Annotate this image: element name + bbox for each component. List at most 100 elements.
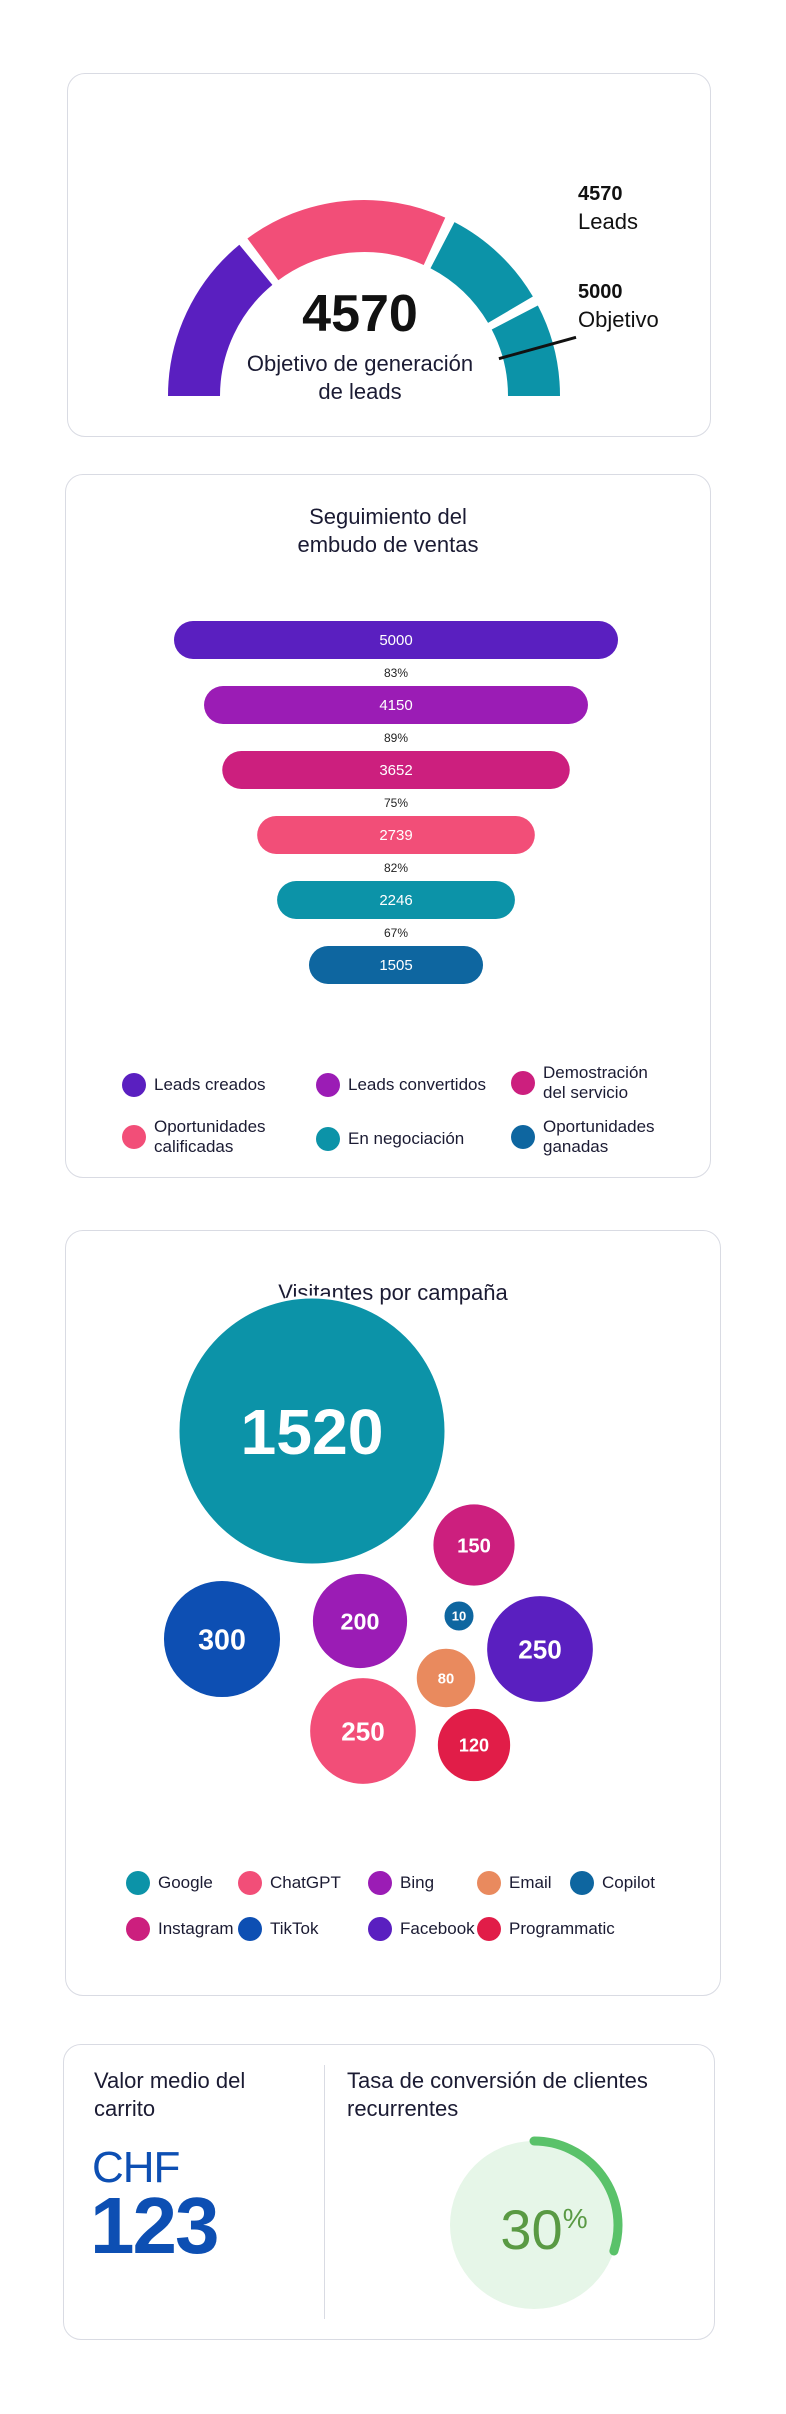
legend-label: Oportunidades calificadas <box>154 1117 266 1156</box>
gauge-caption-line1: Objetivo de generación <box>246 351 474 376</box>
bubble-programmatic <box>434 1705 514 1785</box>
bubble-email <box>413 1645 479 1711</box>
legend-label: Email <box>509 1873 552 1892</box>
legend-swatch <box>316 1073 340 1097</box>
funnel-bar-en-negociacion <box>277 881 515 919</box>
gauge-segment <box>168 244 273 397</box>
legend-swatch <box>511 1071 535 1095</box>
bubble-label: 250 <box>341 1716 385 1746</box>
legend-label: TikTok <box>270 1919 319 1938</box>
legend-label: Programmatic <box>509 1919 615 1938</box>
leads-gauge <box>168 200 577 397</box>
funnel-value-label: 3652 <box>379 762 412 779</box>
cart-value: 123 <box>90 2181 219 2270</box>
bubble-copilot <box>441 1598 477 1634</box>
legend-swatch <box>477 1917 501 1941</box>
cart-label: Valor medio del carrito <box>94 2067 245 2123</box>
funnel-bar-leads-convertidos <box>204 686 588 724</box>
funnel-bar-oportunidades-ganadas <box>308 946 484 984</box>
funnel-value-label: 5000 <box>379 632 412 649</box>
legend-label: Leads creados <box>154 1075 266 1094</box>
legend-swatch <box>238 1871 262 1895</box>
retention-value-wrap: 30% <box>424 2197 664 2262</box>
leads-goal-card: 4570 Objetivo de generación de leads 457… <box>67 73 711 437</box>
legend-label: Facebook <box>400 1919 475 1938</box>
leads-number: 4570 <box>578 183 623 205</box>
funnel-conversion-rate: 89% <box>384 731 408 745</box>
retention-label-line1: Tasa de conversión de clientes <box>347 2068 648 2093</box>
legend-item-tiktok: TikTok <box>238 1917 319 1941</box>
legend-item-leads-creados: Leads creados <box>122 1073 266 1097</box>
legend-swatch <box>477 1871 501 1895</box>
legend-swatch <box>511 1125 535 1149</box>
legend-label: Instagram <box>158 1919 234 1938</box>
cart-label-line1: Valor medio del <box>94 2068 246 2093</box>
funnel-chart: 5000 83% 4150 89% 3652 75% 2739 82% 2246 67% 1505 <box>174 621 618 984</box>
legend-label: ChatGPT <box>270 1873 341 1892</box>
legend-label: Oportunidades ganadas <box>543 1117 655 1156</box>
legend-swatch <box>122 1073 146 1097</box>
funnel-bar-demostracion-del-servicio <box>222 751 570 789</box>
cart-currency: CHF <box>92 2143 180 2192</box>
sales-funnel-card: Seguimiento del embudo de ventas 5000 83%… <box>65 474 711 1178</box>
legend-swatch <box>122 1125 146 1149</box>
kpi-card: Valor medio del carrito CHF 123 Tasa de … <box>63 2044 715 2340</box>
legend-item-leads-convertidos: Leads convertidos <box>316 1073 486 1097</box>
funnel-conversion-rate: 75% <box>384 796 408 810</box>
legend-label: En negociación <box>348 1129 465 1148</box>
retention-value: 30 <box>500 2198 563 2261</box>
funnel-conversion-rate: 67% <box>384 926 408 940</box>
bubble-label: 80 <box>438 1671 454 1687</box>
target-annotation: 5000 Objetivo <box>578 279 659 333</box>
legend-item-google: Google <box>126 1871 213 1895</box>
legend-item-instagram: Instagram <box>126 1917 234 1941</box>
funnel-title-line2: embudo de ventas <box>297 532 479 557</box>
bubble-label: 150 <box>457 1535 491 1557</box>
bubble-label: 10 <box>452 1609 466 1624</box>
legend-item-copilot: Copilot <box>570 1871 655 1895</box>
legend-swatch <box>238 1917 262 1941</box>
bubble-label: 120 <box>459 1736 489 1756</box>
funnel-bar-oportunidades-calificadas <box>257 816 535 854</box>
bubble-tiktok <box>160 1577 284 1701</box>
legend-swatch <box>368 1917 392 1941</box>
gauge-segment <box>429 222 533 324</box>
legend-item-email: Email <box>477 1871 552 1895</box>
funnel-value-label: 2739 <box>379 827 412 844</box>
bubble-label: 300 <box>198 1624 246 1656</box>
kpi-divider <box>324 2065 325 2319</box>
funnel-value-label: 4150 <box>379 697 412 714</box>
bubble-bing <box>309 1570 411 1672</box>
bubble-facebook <box>484 1593 596 1705</box>
legend-label: Leads convertidos <box>348 1075 486 1094</box>
funnel-value-label: 1505 <box>379 957 412 974</box>
legend-label: Demostración del servicio <box>543 1063 648 1102</box>
legend-item-programmatic: Programmatic <box>477 1917 615 1941</box>
legend-item-en-negociacion: En negociación <box>316 1127 464 1151</box>
gauge-caption: Objetivo de generación de leads <box>190 350 530 406</box>
retention-label-line2: recurrentes <box>347 2096 459 2121</box>
legend-item-facebook: Facebook <box>368 1917 475 1941</box>
legend-label: Copilot <box>602 1873 655 1892</box>
target-label: Objetivo <box>578 307 659 332</box>
legend-swatch <box>316 1127 340 1151</box>
funnel-title-line1: Seguimiento del <box>309 504 467 529</box>
funnel-conversion-rate: 83% <box>384 666 408 680</box>
legend-label: Google <box>158 1873 213 1892</box>
gauge-needle <box>498 335 577 361</box>
bubble-label: 200 <box>341 1608 380 1634</box>
retention-unit: % <box>562 2203 588 2234</box>
legend-swatch <box>368 1871 392 1895</box>
bubble-label: 1520 <box>240 1396 383 1468</box>
legend-item-oportunidades-calificadas: Oportunidades calificadas <box>122 1117 284 1157</box>
bubble-instagram <box>430 1501 518 1589</box>
legend-item-demostracion-del-servicio: Demostración del servicio <box>511 1063 673 1103</box>
funnel-value-label: 2246 <box>379 892 412 909</box>
legend-swatch <box>126 1871 150 1895</box>
funnel-bar-leads-creados <box>174 621 618 659</box>
visitors-by-campaign-card: Visitantes por campaña 1520 250 200 80 10 150… <box>65 1230 721 1996</box>
target-number: 5000 <box>578 281 623 303</box>
gauge-value: 4570 <box>302 285 418 343</box>
retention-ring-bg <box>450 2141 618 2309</box>
gauge-caption-line2: de leads <box>318 379 402 404</box>
